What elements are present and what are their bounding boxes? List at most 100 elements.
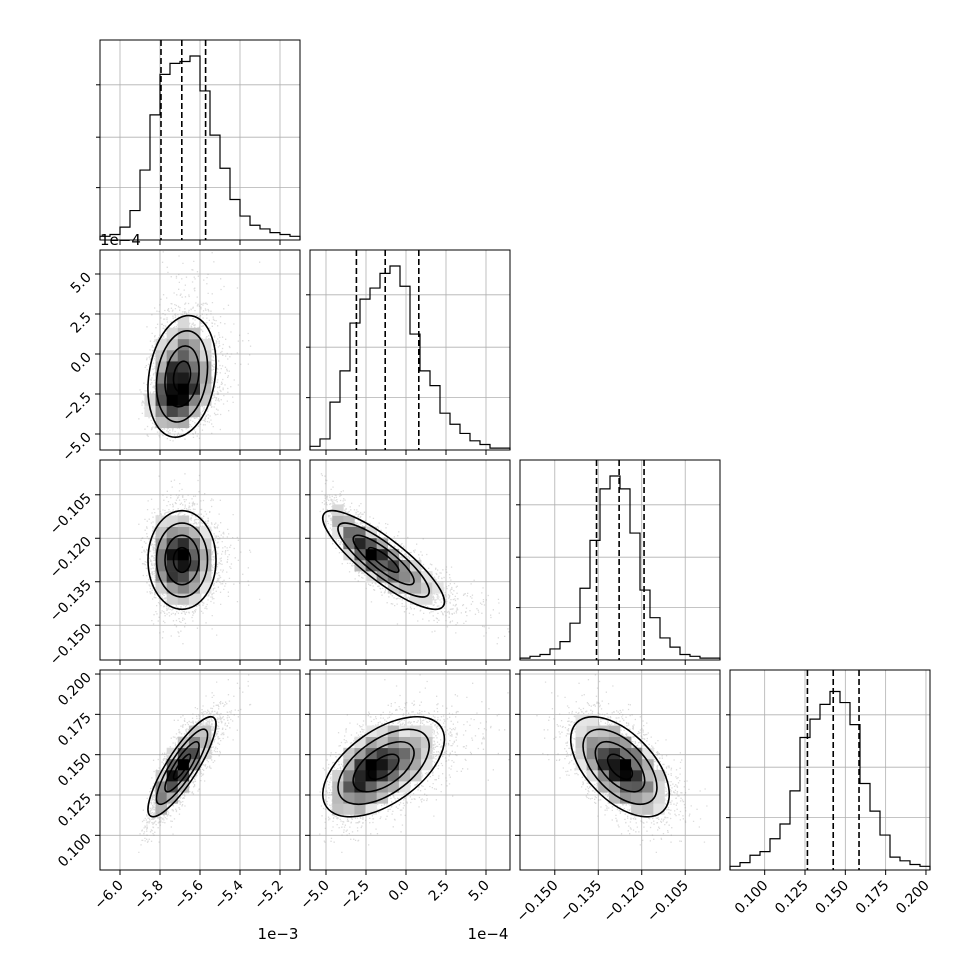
density-cell: [332, 792, 344, 804]
contour-level-0: [606, 753, 634, 781]
density-cell: [155, 781, 167, 793]
density-cell: [410, 736, 422, 749]
density-cell: [653, 792, 665, 804]
density-cell: [597, 770, 610, 782]
density-cell: [188, 758, 201, 771]
density-cell: [188, 548, 201, 561]
contour-level-1: [164, 534, 200, 586]
density-cell: [166, 560, 179, 572]
density-cell: [200, 383, 212, 395]
contour-level-3: [147, 314, 217, 439]
x-tick-label-p3: −0.135: [557, 878, 605, 926]
x-tick-label-p4: 0.150: [812, 878, 852, 918]
density-cell: [421, 725, 433, 737]
density-cell: [177, 770, 190, 782]
contour-level-1: [352, 534, 415, 586]
density-cell: [177, 361, 190, 373]
x-tick-label-p1: −5.6: [171, 877, 206, 912]
density-cell: [343, 803, 355, 815]
density-cell: [188, 725, 201, 737]
panel-frame: [519, 459, 721, 661]
density-cell: [343, 537, 355, 550]
density-2-1: [319, 473, 510, 645]
density-cell: [343, 758, 355, 771]
panel-frame: [729, 669, 931, 871]
contour-level-0: [172, 753, 192, 781]
density-cell: [631, 781, 643, 793]
density-cell: [398, 758, 411, 771]
density-cell: [608, 781, 621, 793]
density-cell: [410, 571, 422, 583]
density-cell: [410, 593, 422, 605]
y-tick-label-p2: −5.0: [59, 430, 94, 465]
density-cell: [200, 560, 212, 572]
y-tick-label-p4: 0.100: [55, 831, 95, 871]
histogram-p1: [99, 55, 301, 240]
density-cell: [354, 770, 366, 782]
density-cell: [177, 383, 190, 395]
y-tick-label-p3: −0.135: [47, 577, 95, 625]
density-cell: [608, 736, 621, 749]
density-cell: [177, 747, 190, 760]
panel-frame: [519, 669, 721, 871]
density-cell: [155, 770, 167, 782]
density-cell: [421, 747, 433, 760]
density-cell: [177, 515, 190, 527]
density-cell: [188, 560, 201, 572]
histogram-p2: [309, 265, 511, 450]
density-cell: [188, 383, 201, 395]
panel-2-0: [99, 459, 301, 661]
density-cell: [608, 770, 621, 782]
density-cell: [398, 582, 411, 594]
contour-level-0: [367, 546, 400, 574]
histogram-p3: [519, 475, 721, 660]
contour-level-3: [147, 509, 217, 611]
density-cell: [343, 526, 355, 539]
density-cell: [354, 560, 366, 572]
density-cell: [177, 781, 190, 793]
density-cell: [155, 338, 167, 351]
density-cell: [608, 725, 621, 737]
x-tick-label-p4: 0.100: [732, 878, 772, 918]
density-cell: [354, 781, 366, 793]
density-cell: [188, 526, 201, 539]
density-cell: [155, 548, 167, 561]
contour-level-0: [367, 753, 400, 781]
density-cell: [387, 747, 400, 760]
density-cell: [177, 327, 190, 340]
density-cell: [586, 747, 599, 760]
density-cell: [155, 582, 167, 594]
contour-level-3: [321, 715, 446, 818]
panel-layer: [96, 39, 931, 871]
density-cell: [586, 758, 599, 771]
x-offset-label-p2: 1e−4: [468, 925, 509, 943]
contour-level-1: [352, 740, 415, 793]
x-tick-label-p3: −0.120: [601, 878, 649, 926]
density-cell: [155, 372, 167, 384]
density-cell: [398, 747, 411, 760]
density-cell: [365, 781, 377, 793]
density-cell: [354, 792, 366, 804]
x-tick-label-p2: 2.5: [426, 878, 453, 905]
density-cell: [642, 792, 654, 804]
density-cell: [200, 747, 212, 760]
density-cell: [642, 781, 654, 793]
density-cell: [376, 758, 389, 771]
density-cell: [177, 526, 190, 539]
density-cell: [155, 537, 167, 550]
density-cell: [166, 758, 179, 771]
density-cell: [177, 338, 190, 351]
density-cell: [421, 736, 433, 749]
density-cell: [421, 758, 433, 771]
density-1-0: [138, 251, 261, 442]
density-cell: [398, 725, 411, 737]
density-cell: [343, 747, 355, 760]
density-cell: [177, 372, 190, 384]
density-cell: [620, 781, 632, 793]
density-cell: [365, 770, 377, 782]
density-cell: [432, 582, 444, 594]
density-cell: [200, 526, 212, 539]
panel-3-2: [519, 669, 721, 871]
x-tick-label-p1: −5.8: [131, 878, 166, 913]
density-cell: [200, 582, 212, 594]
